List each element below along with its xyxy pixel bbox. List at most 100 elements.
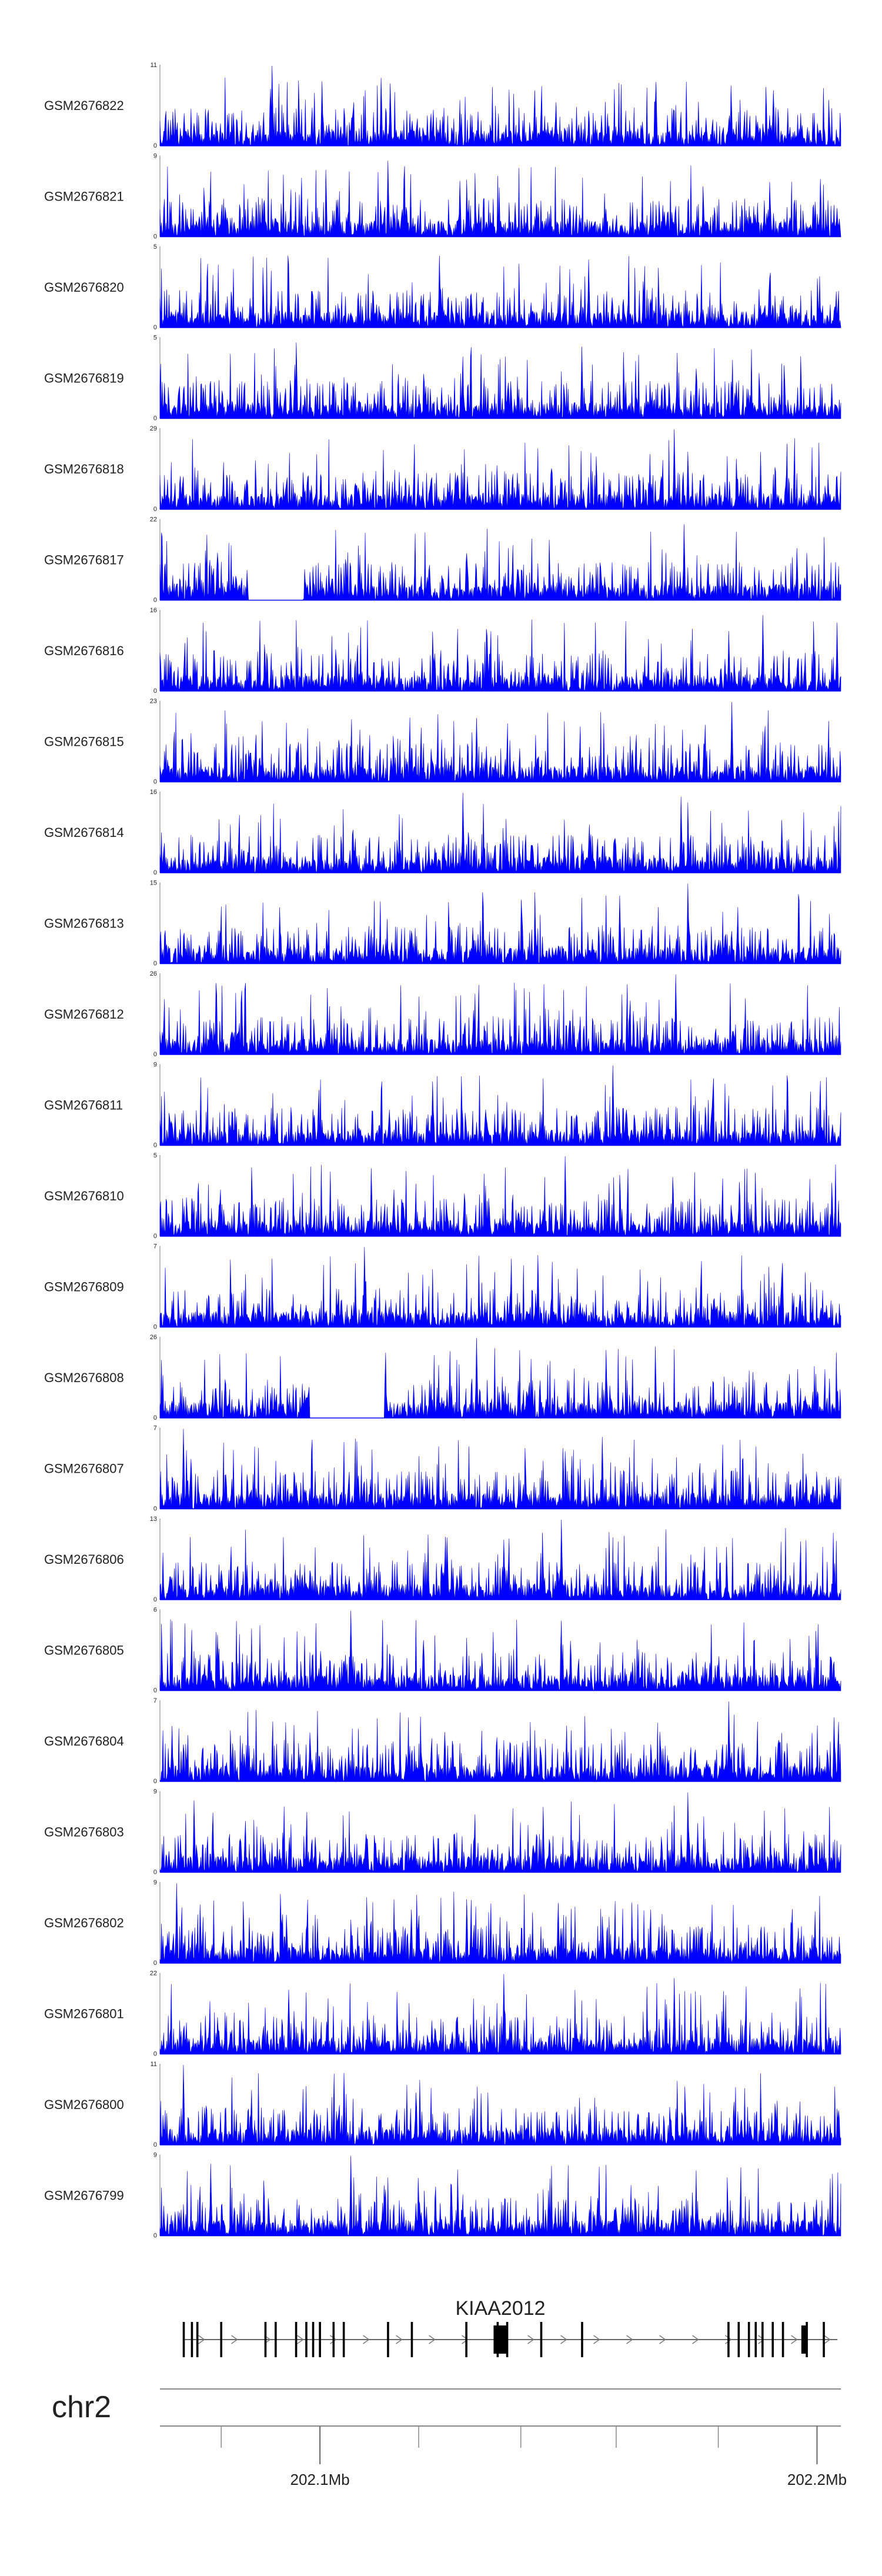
gene-exon [727,2322,730,2357]
gene-exon [506,2322,509,2357]
coverage-track: GSM2676803 9 0 [44,1788,841,1876]
coverage-area [159,1974,841,2055]
y-axis-min-label: 0 [153,688,157,695]
y-axis-max-label: 16 [150,789,157,796]
y-axis-max-label: 9 [153,1879,157,1886]
track-label: GSM2676811 [44,1098,123,1113]
chromosome-label: chr2 [52,2390,111,2424]
gene-exon [191,2322,193,2357]
y-axis-min-label: 0 [153,597,157,604]
axis-tick-label: 202.2Mb [787,2471,847,2488]
gene-exon [220,2322,223,2357]
coverage-track: GSM2676818 29 0 [44,425,841,513]
coverage-area [159,161,841,238]
coverage-track: GSM2676821 9 0 [44,153,841,241]
coverage-track: GSM2676804 7 0 [44,1697,841,1785]
strand-arrow-icon [429,2335,436,2344]
coverage-area [159,1247,841,1327]
y-axis-max-label: 7 [153,1697,157,1704]
strand-arrow-icon [824,2335,831,2344]
y-axis-min-label: 0 [153,142,157,149]
gene-exon [182,2322,185,2357]
track-label: GSM2676820 [44,280,124,295]
coverage-track: GSM2676813 15 0 [44,880,841,967]
gene-exon [342,2322,345,2357]
y-axis-max-label: 22 [150,516,157,523]
gene-track: KIAA2012 [182,2297,838,2357]
strand-arrow-icon [791,2335,798,2344]
gene-exon [747,2322,750,2357]
gene-exon [771,2322,774,2357]
y-axis-max-label: 5 [153,243,157,251]
axis-tick-label: 202.1Mb [290,2471,350,2488]
y-axis-max-label: 11 [151,62,157,69]
y-axis-min-label: 0 [153,233,157,241]
coverage-area [159,2064,841,2145]
track-label: GSM2676804 [44,1734,124,1749]
coverage-track: GSM2676812 26 0 [44,970,841,1058]
coverage-track: GSM2676811 9 0 [44,1062,841,1149]
y-axis-min-label: 0 [153,506,157,513]
strand-arrow-icon [659,2335,666,2344]
y-axis-max-label: 11 [151,2061,157,2068]
coverage-area [159,1429,841,1510]
y-axis-max-label: 5 [153,335,157,342]
y-axis-min-label: 0 [153,1778,157,1785]
track-label: GSM2676801 [44,2007,124,2021]
coverage-track: GSM2676802 9 0 [44,1879,841,1967]
y-axis-min-label: 0 [153,1324,157,1331]
y-axis-min-label: 0 [153,1506,157,1513]
coverage-tracks: GSM2676822110GSM267682190GSM267682050GSM… [44,62,841,2240]
strand-arrow-icon [231,2335,238,2344]
track-label: GSM2676800 [44,2097,124,2112]
coverage-track: GSM2676820 5 0 [44,243,841,331]
y-axis-max-label: 9 [153,1062,157,1069]
track-label: GSM2676822 [44,98,124,113]
coverage-area [159,1337,841,1419]
coverage-area [159,1156,841,1237]
y-axis-max-label: 6 [153,1607,157,1614]
coverage-area [159,792,841,873]
y-axis-max-label: 26 [150,970,157,977]
track-label: GSM2676799 [44,2188,124,2203]
y-axis-min-label: 0 [153,415,157,422]
coverage-area [159,883,841,964]
y-axis-max-label: 5 [153,1152,157,1159]
coverage-track: GSM2676817 22 0 [44,516,841,604]
track-label: GSM2676818 [44,462,124,476]
gene-exon [465,2322,467,2357]
track-label: GSM2676817 [44,553,124,568]
track-label: GSM2676810 [44,1189,124,1203]
track-label: GSM2676816 [44,643,124,658]
gene-exon [737,2322,740,2357]
coverage-track: GSM2676815 23 0 [44,698,841,786]
coverage-area [159,974,841,1055]
coverage-track: GSM2676808 26 0 [44,1334,841,1422]
y-axis-max-label: 22 [150,1970,157,1977]
y-axis-min-label: 0 [153,1142,157,1149]
coverage-track: GSM2676807 7 0 [44,1425,841,1513]
track-label: GSM2676821 [44,189,124,204]
gene-exon [823,2322,825,2357]
coverage-area [159,65,841,146]
gene-exon [410,2322,413,2357]
y-axis-max-label: 9 [153,2152,157,2159]
gene-exon [305,2322,308,2357]
y-axis-min-label: 0 [153,2233,157,2240]
gene-exon [275,2322,277,2357]
track-label: GSM2676819 [44,371,124,386]
y-axis-max-label: 29 [150,425,157,432]
y-axis-min-label: 0 [153,324,157,331]
y-axis-min-label: 0 [153,2051,157,2058]
gene-name-label: KIAA2012 [455,2297,545,2320]
gene-exon [196,2322,199,2357]
coverage-area [159,615,841,692]
coverage-area [159,1519,841,1600]
coverage-area [159,255,841,328]
strand-arrow-icon [363,2335,370,2344]
strand-arrow-icon [297,2335,304,2344]
gene-exon [295,2322,298,2357]
track-label: GSM2676807 [44,1461,124,1476]
strand-arrow-icon [560,2335,567,2344]
